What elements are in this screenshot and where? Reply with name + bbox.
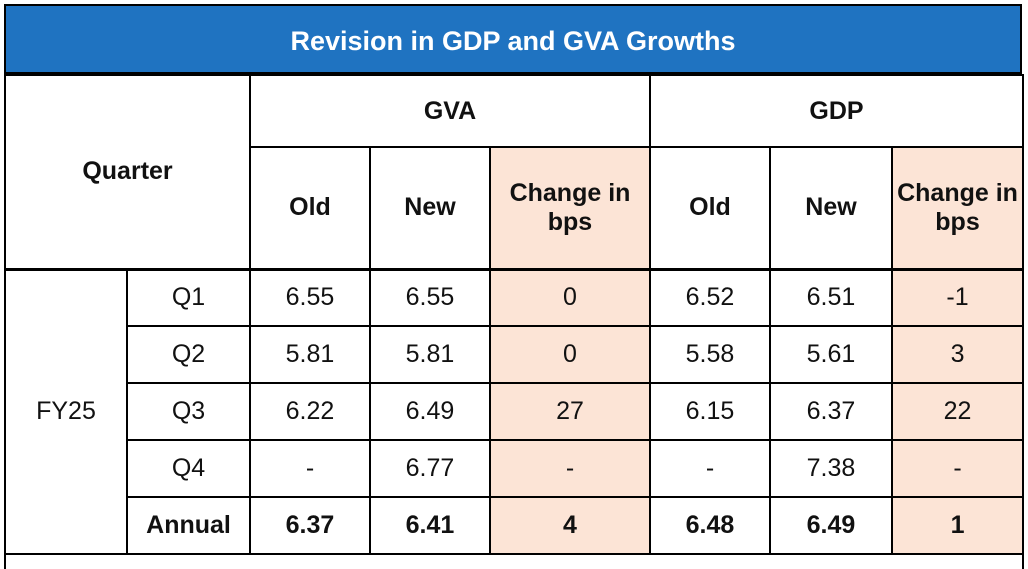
gdp-new-cell: 6.51 bbox=[769, 268, 893, 327]
gdp-old-cell: - bbox=[649, 439, 771, 498]
gdp-old-cell: 6.15 bbox=[649, 382, 771, 441]
header-row-sub: Old New Change in bps Old New Change in … bbox=[5, 146, 1025, 271]
gdp-new-cell: 7.38 bbox=[769, 439, 893, 498]
gva-change-cell: 4 bbox=[489, 496, 651, 555]
table-title: Revision in GDP and GVA Growths bbox=[4, 4, 1022, 74]
gva-new-header: New bbox=[369, 146, 491, 271]
gva-new-cell: 6.55 bbox=[369, 268, 491, 327]
gva-old-cell: 6.55 bbox=[249, 268, 371, 327]
gva-old-cell: 5.81 bbox=[249, 325, 371, 384]
quarter-cell: Q1 bbox=[126, 268, 251, 327]
quarter-cell: Q3 bbox=[126, 382, 251, 441]
gva-old-cell: - bbox=[249, 439, 371, 498]
header-row-groups: Quarter GVA GDP bbox=[4, 74, 1025, 271]
gva-new-cell: 6.77 bbox=[369, 439, 491, 498]
table-footer-row bbox=[3, 553, 1025, 569]
gva-new-cell: 5.81 bbox=[369, 325, 491, 384]
gva-old-header: Old bbox=[249, 146, 371, 271]
gdp-change-cell: 22 bbox=[890, 382, 1025, 441]
gva-old-cell: 6.22 bbox=[249, 382, 371, 441]
gdp-change-cell: - bbox=[890, 439, 1025, 498]
quarter-header: Quarter bbox=[4, 74, 251, 271]
gva-new-cell: 6.49 bbox=[369, 382, 491, 441]
gva-change-cell: - bbox=[489, 439, 651, 498]
gdp-new-cell: 6.37 bbox=[769, 382, 893, 441]
fiscal-year-cell: FY25 bbox=[4, 268, 128, 555]
table-row: Q3 6.22 6.49 27 6.15 6.37 22 bbox=[5, 382, 1025, 441]
table-row: Q2 5.81 5.81 0 5.58 5.61 3 bbox=[5, 325, 1025, 384]
gdp-change-header: Change in bps bbox=[890, 146, 1025, 271]
gdp-old-cell: 5.58 bbox=[649, 325, 771, 384]
gva-new-cell: 6.41 bbox=[369, 496, 491, 555]
gdp-change-cell: -1 bbox=[890, 268, 1025, 327]
quarter-cell: Annual bbox=[126, 496, 251, 555]
gdp-new-cell: 6.49 bbox=[769, 496, 893, 555]
gdp-new-cell: 5.61 bbox=[769, 325, 893, 384]
gdp-old-header: Old bbox=[649, 146, 771, 271]
gva-header: GVA bbox=[249, 74, 651, 148]
table-footer-cell bbox=[3, 553, 1025, 569]
table-row: FY25 Q1 6.55 6.55 0 6.52 6.51 -1 bbox=[4, 268, 1025, 555]
table-row-annual: Annual 6.37 6.41 4 6.48 6.49 1 bbox=[5, 496, 1025, 555]
gva-change-cell: 0 bbox=[489, 268, 651, 327]
gdp-old-cell: 6.52 bbox=[649, 268, 771, 327]
gdp-old-cell: 6.48 bbox=[649, 496, 771, 555]
gdp-new-header: New bbox=[769, 146, 893, 271]
quarter-cell: Q4 bbox=[126, 439, 251, 498]
gva-change-cell: 0 bbox=[489, 325, 651, 384]
gdp-gva-revision-table-container: Revision in GDP and GVA Growths Quarter … bbox=[3, 4, 1025, 569]
gva-old-cell: 6.37 bbox=[249, 496, 371, 555]
revision-table: Quarter GVA GDP Old New Change in bps Ol… bbox=[3, 74, 1025, 569]
table-row: Q4 - 6.77 - - 7.38 - bbox=[5, 439, 1025, 498]
gdp-change-cell: 1 bbox=[890, 496, 1025, 555]
gdp-header: GDP bbox=[648, 74, 1025, 148]
gdp-change-cell: 3 bbox=[890, 325, 1025, 384]
quarter-cell: Q2 bbox=[126, 325, 251, 384]
gva-change-header: Change in bps bbox=[489, 146, 651, 271]
gva-change-cell: 27 bbox=[489, 382, 651, 441]
